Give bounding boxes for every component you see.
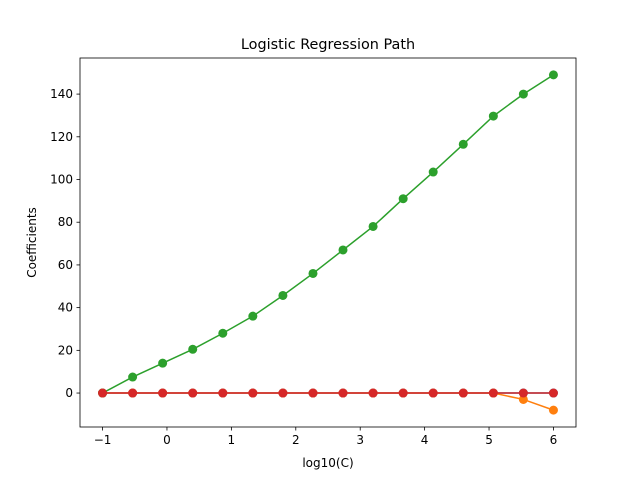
x-tick-label: 4 [421, 433, 429, 447]
y-tick-label: 40 [58, 301, 73, 315]
y-tick-label: 60 [58, 258, 73, 272]
y-tick-label: 120 [50, 130, 73, 144]
series-marker [488, 111, 498, 121]
y-tick-label: 20 [58, 343, 73, 357]
series-marker [518, 388, 528, 398]
series-marker [128, 372, 138, 382]
series-marker [368, 221, 378, 231]
series-marker [248, 311, 258, 321]
x-tick-label: 2 [292, 433, 300, 447]
x-tick-label: 1 [228, 433, 236, 447]
series-marker [278, 388, 288, 398]
series-marker [548, 405, 558, 415]
series-marker [188, 388, 198, 398]
x-tick-label: −1 [94, 433, 112, 447]
series-marker [518, 394, 528, 404]
series-marker [98, 388, 108, 398]
x-tick-label: 3 [356, 433, 364, 447]
series-marker [428, 388, 438, 398]
chart-title: Logistic Regression Path [241, 37, 415, 53]
y-axis-label: Coefficients [25, 207, 39, 278]
x-axis-label: log10(C) [302, 456, 353, 470]
y-tick-label: 140 [50, 87, 73, 101]
series-marker [308, 268, 318, 278]
x-tick-label: 0 [163, 433, 171, 447]
y-tick-label: 100 [50, 173, 73, 187]
series-marker [398, 194, 408, 204]
x-tick-label: 5 [485, 433, 493, 447]
series-marker [188, 344, 198, 354]
y-tick-label: 0 [65, 386, 73, 400]
series-marker [158, 358, 168, 368]
series-marker [488, 388, 498, 398]
series-marker [218, 388, 228, 398]
series-marker [308, 388, 318, 398]
series-marker [428, 167, 438, 177]
series-marker [518, 89, 528, 99]
series-marker [218, 328, 228, 338]
series-marker [548, 70, 558, 80]
y-tick-label: 80 [58, 215, 73, 229]
series-marker [368, 388, 378, 398]
series-marker [338, 245, 348, 255]
series-line [102, 74, 554, 394]
series-marker [278, 290, 288, 300]
series-marker [458, 388, 468, 398]
series-marker [338, 388, 348, 398]
series-marker [128, 388, 138, 398]
series-marker [548, 388, 558, 398]
series-marker [398, 388, 408, 398]
series-marker [458, 139, 468, 149]
axes-frame [79, 57, 577, 428]
series-marker [158, 388, 168, 398]
x-tick-label: 6 [550, 433, 558, 447]
series-marker [248, 388, 258, 398]
